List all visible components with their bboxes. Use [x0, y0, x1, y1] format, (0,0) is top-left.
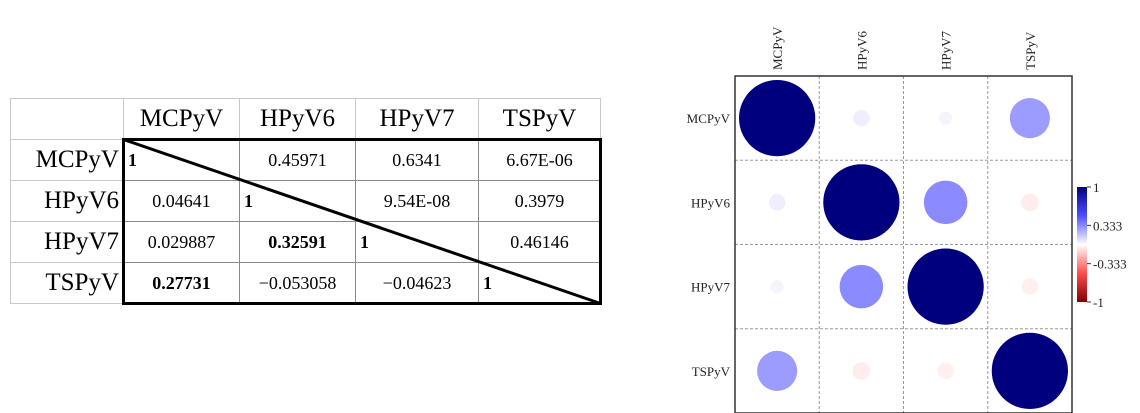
color-legend-bar [1077, 187, 1087, 302]
row-label: HPyV6 [691, 195, 731, 210]
correlation-circle [907, 248, 984, 325]
legend-tick-label: 1 [1093, 180, 1100, 195]
column-header: TSPyV [478, 98, 601, 140]
correlation-circle [1009, 98, 1050, 139]
correlation-circle [768, 194, 786, 211]
row-label: TSPyV [692, 364, 731, 379]
legend-tick-label: -1 [1093, 295, 1104, 310]
plot-frame [734, 75, 1073, 413]
correlation-circle [757, 350, 798, 391]
correlation-circle [770, 280, 784, 294]
correlation-circle [991, 332, 1068, 409]
column-label: HPyV7 [939, 30, 954, 70]
column-label: TSPyV [1023, 31, 1038, 70]
correlation-circle [853, 109, 870, 127]
legend-tick-label: -0.333 [1093, 257, 1127, 272]
row-header: HPyV7 [10, 221, 124, 263]
row-header: TSPyV [10, 262, 124, 304]
column-header: HPyV7 [355, 98, 479, 140]
correlation-circle [1021, 193, 1039, 212]
correlation-circle [823, 164, 900, 241]
correlation-circle [739, 80, 816, 157]
row-header: HPyV6 [10, 180, 124, 222]
column-label: HPyV6 [854, 30, 869, 70]
correlation-circle [939, 111, 953, 125]
correlation-circle [1021, 278, 1039, 295]
row-header: MCPyV [10, 139, 124, 181]
row-label: MCPyV [687, 111, 731, 126]
correlation-circle [923, 180, 968, 225]
correlation-circle [937, 362, 954, 380]
column-label: MCPyV [770, 26, 785, 70]
legend-tick-label: 0.333 [1093, 218, 1122, 233]
correlation-circle [852, 362, 871, 380]
row-label: HPyV7 [691, 280, 731, 295]
correlation-circle [839, 264, 884, 309]
